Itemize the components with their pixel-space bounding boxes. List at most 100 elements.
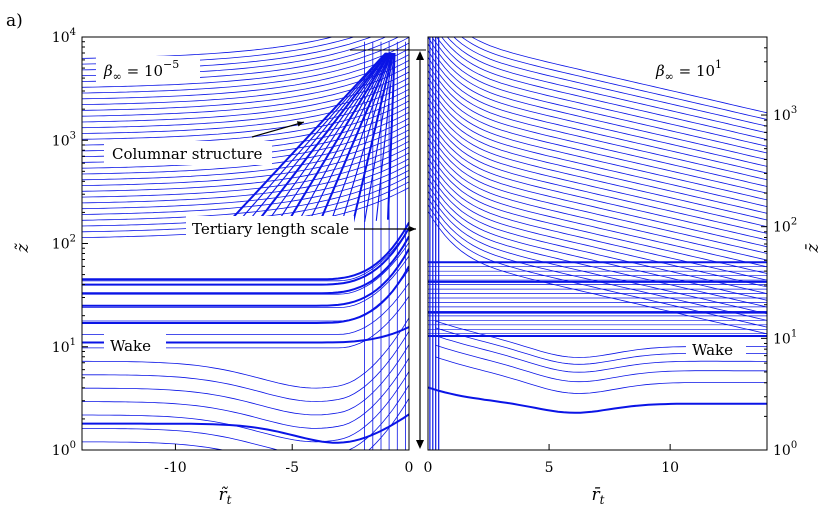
left-y-axis-label: z̃ (13, 242, 33, 253)
left-contour-line (82, 228, 409, 282)
left-contour-line (82, 42, 409, 94)
svg-text:β∞ = 10−5: β∞ = 10−5 (103, 58, 179, 83)
left-columnar-finger (282, 52, 391, 231)
right-contour-line (428, 50, 767, 174)
annotation-wake-right: Wake (686, 338, 746, 360)
right-y-tick-label: 100 (773, 440, 797, 459)
right-contour-line (428, 204, 767, 328)
left-contour-line (82, 384, 409, 450)
right-contour-line (435, 356, 767, 394)
left-thick-contour (82, 235, 409, 295)
left-columnar-finger (316, 52, 393, 227)
wake-label-right: Wake (692, 341, 733, 359)
right-x-tick-label: 5 (545, 460, 554, 476)
right-contour-line (428, 90, 767, 214)
right-contour-line (428, 123, 767, 248)
left-panel: -10 -5 0 100 101 102 103 104 β∞ = 10−5 Columna… (13, 27, 426, 507)
right-contour-line (428, 117, 767, 241)
left-contour-line (82, 344, 409, 416)
right-x-axis-label: r̄t (592, 485, 605, 507)
right-contour-line (428, 164, 767, 288)
right-contour-line (428, 137, 767, 261)
left-contour-line (82, 371, 409, 443)
left-columnar-finger (235, 52, 388, 237)
right-x-ticks: 0 5 10 (424, 444, 679, 476)
left-contour-line (82, 282, 409, 335)
left-x-tick-label: -10 (164, 460, 187, 476)
right-contour-line (436, 37, 767, 147)
right-contour-line (428, 190, 767, 315)
right-plot-frame (427, 36, 768, 451)
tertiary-length-scale-arrow-head (409, 226, 416, 232)
right-contour-line (428, 70, 767, 194)
columnar-structure-arrow (251, 121, 305, 138)
left-columnar-finger (305, 52, 391, 229)
annotation-wake-left: Wake (104, 334, 166, 356)
left-contour-line (82, 48, 409, 100)
left-contour-line (82, 255, 409, 308)
right-contour-line (428, 97, 767, 221)
right-y-tick-label: 101 (773, 328, 797, 347)
left-y-ticks: 100 101 102 103 104 (52, 27, 88, 459)
left-y-tick-label: 100 (52, 440, 76, 459)
left-columnar-finger (375, 52, 395, 221)
right-contour-line (431, 37, 767, 154)
left-columnar-finger (294, 52, 391, 230)
right-contour-line (441, 37, 767, 140)
left-x-tick-label: 0 (405, 460, 414, 476)
right-panel: 0 5 10 100 101 102 103 β∞ = 101 Wake r̄t z̄ (424, 36, 823, 507)
left-x-axis-label: r̃t (219, 485, 232, 507)
left-contour-line (82, 152, 409, 204)
right-contour-lines (428, 37, 767, 450)
right-beta-label: β∞ = 101 (650, 56, 742, 83)
left-contour-line (82, 135, 409, 186)
annotation-tertiary-length-scale: Tertiary length scale (186, 216, 354, 240)
right-contour-line (428, 56, 767, 181)
right-contour-line (471, 37, 767, 114)
left-thick-contour (82, 248, 409, 307)
right-contour-line (428, 170, 767, 294)
right-contour-line (428, 211, 767, 335)
left-contour-line (82, 357, 409, 429)
right-thick-contour (428, 386, 767, 414)
left-contour-line (82, 140, 409, 192)
right-y-axis-label: z̄ (803, 242, 823, 253)
right-contour-line (435, 335, 767, 373)
right-y-ticks: 100 101 102 103 (761, 36, 797, 459)
right-contour-line (428, 184, 767, 308)
left-contour-line (82, 330, 409, 402)
right-contour-line (428, 63, 767, 187)
left-columnar-finger (212, 52, 387, 240)
right-contour-line (428, 103, 767, 228)
left-columnar-finger (270, 52, 390, 233)
left-columnar-finger (340, 52, 393, 225)
right-contour-line (428, 157, 767, 281)
columnar-structure-arrow-head (296, 121, 304, 127)
left-y-tick-label: 102 (52, 234, 76, 253)
left-x-ticks: -10 -5 0 (164, 444, 413, 476)
left-y-tick-label: 103 (52, 130, 76, 149)
right-x-tick-label: 10 (661, 460, 679, 476)
right-contour-line (428, 150, 767, 274)
left-contour-line (82, 398, 409, 450)
left-thick-contour (82, 413, 409, 444)
right-contour-line (428, 130, 767, 254)
right-contour-line (453, 37, 767, 127)
left-contour-line (82, 60, 409, 111)
left-contour-line (82, 37, 334, 59)
left-annotation-arrows (251, 49, 426, 449)
left-contour-lines (82, 37, 409, 450)
left-contour-line (82, 54, 409, 105)
left-contour-line (82, 269, 409, 322)
tertiary-span-arrow-down (416, 440, 424, 449)
right-x-tick-label: 0 (424, 460, 433, 476)
left-contour-line (82, 83, 409, 134)
right-contour-line (435, 344, 767, 383)
right-contour-line (428, 77, 767, 201)
left-contour-line (82, 242, 409, 295)
left-thick-contour (82, 222, 409, 281)
left-columnar-finger (224, 52, 387, 238)
columnar-structure-label: Columnar structure (112, 145, 263, 163)
right-contour-line (428, 83, 767, 207)
